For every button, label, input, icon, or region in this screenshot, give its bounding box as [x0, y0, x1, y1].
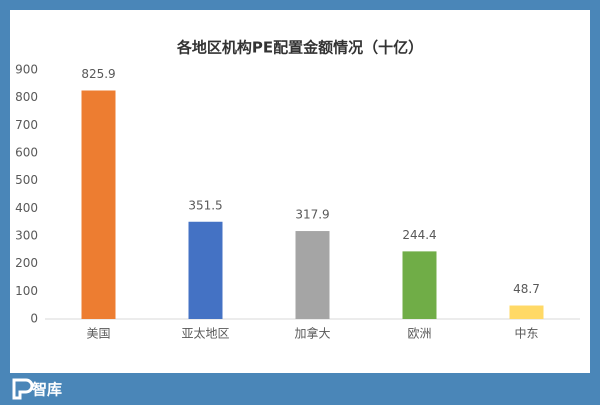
y-tick-label: 300: [15, 229, 38, 243]
data-label: 825.9: [81, 67, 115, 81]
logo-icon: [12, 378, 34, 400]
y-tick-label: 0: [30, 312, 38, 326]
y-tick-label: 600: [15, 146, 38, 160]
y-tick-label: 500: [15, 173, 38, 187]
logo-text: 智库: [32, 381, 62, 399]
x-tick-label: 亚太地区: [181, 326, 229, 341]
x-tick-label: 加拿大: [294, 326, 330, 341]
data-label: 244.4: [402, 228, 436, 242]
bar: [295, 231, 330, 319]
data-label: 317.9: [295, 208, 329, 222]
bar: [402, 251, 437, 319]
x-tick-label: 欧洲: [407, 327, 431, 341]
bar: [509, 305, 544, 319]
x-tick-label: 中东: [514, 326, 538, 341]
x-tick-label: 美国: [86, 327, 110, 341]
y-tick-label: 200: [15, 256, 38, 270]
y-tick-label: 800: [15, 90, 38, 104]
chart-title: 各地区机构PE配置金额情况（十亿）: [176, 39, 423, 57]
y-tick-label: 700: [15, 118, 38, 132]
bar: [81, 90, 116, 319]
data-label: 48.7: [513, 282, 540, 296]
bar: [188, 221, 223, 319]
y-tick-label: 100: [15, 284, 38, 298]
data-label: 351.5: [188, 198, 222, 212]
y-tick-label: 400: [15, 201, 38, 215]
y-tick-label: 900: [15, 63, 38, 77]
